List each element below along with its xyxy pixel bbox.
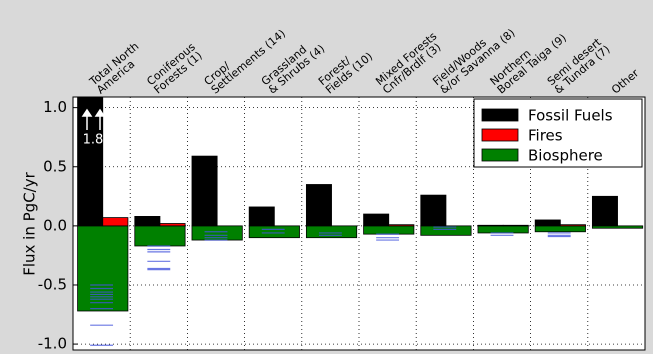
- bar: [591, 195, 618, 227]
- legend-swatch: [481, 148, 519, 162]
- bar: [248, 206, 275, 227]
- bar: [363, 225, 415, 235]
- bar: [248, 225, 300, 239]
- legend-label: Fossil Fuels: [528, 107, 613, 125]
- y-axis-label: Flux in PgC/yr: [21, 171, 39, 275]
- y-tick-label: 0.5: [43, 157, 67, 175]
- bar: [502, 224, 529, 227]
- bar: [134, 225, 186, 247]
- bar: [477, 225, 529, 234]
- bar: [77, 225, 129, 312]
- bar: [559, 224, 586, 227]
- y-tick-label: 0.0: [43, 216, 67, 234]
- bar: [477, 224, 504, 227]
- y-tick-label: 1.0: [43, 98, 67, 116]
- overflow-arrows: [81, 108, 106, 130]
- bar: [191, 155, 218, 227]
- bars: [77, 97, 644, 346]
- y-tick-label: -0.5: [38, 275, 67, 293]
- legend-label: Biosphere: [528, 147, 603, 165]
- bar: [388, 224, 415, 227]
- bar: [305, 184, 332, 227]
- bar: [159, 223, 186, 227]
- annotation: 1.8: [83, 133, 104, 148]
- bar: [534, 219, 561, 227]
- legend-label: Fires: [528, 127, 563, 145]
- y-tick-label: -1.0: [38, 335, 67, 353]
- bar: [77, 97, 104, 227]
- bar: [420, 194, 447, 227]
- legend: Fossil Fuels Fires Biosphere: [473, 98, 643, 168]
- bar: [363, 213, 390, 227]
- legend-swatch: [481, 108, 519, 122]
- plot-frame: [72, 96, 646, 351]
- bar: [134, 216, 161, 227]
- legend-swatch: [481, 128, 519, 142]
- bar: [102, 217, 129, 227]
- bar: [534, 225, 586, 233]
